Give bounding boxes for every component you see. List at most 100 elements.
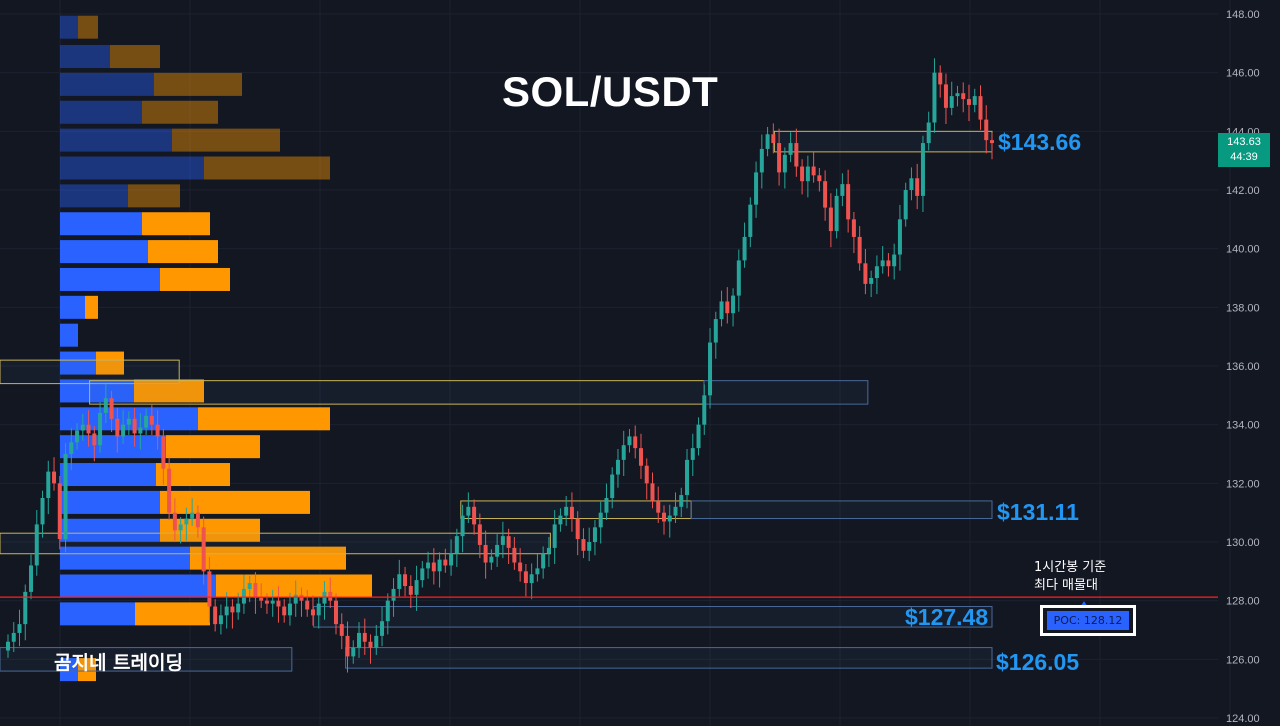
candle-body	[443, 559, 448, 566]
profile-bar-down	[166, 435, 260, 459]
price-zone	[0, 359, 180, 385]
candle-body	[771, 134, 776, 144]
candle-body	[754, 172, 759, 205]
candle-body	[535, 568, 540, 575]
candle-body	[391, 588, 396, 601]
candle-body	[345, 635, 350, 657]
candle-body	[426, 562, 431, 569]
candle-body	[259, 597, 264, 601]
price-zone	[89, 380, 705, 405]
candle-body	[972, 96, 977, 105]
candle-body	[984, 119, 989, 141]
candle-body	[351, 647, 356, 657]
candle-body	[184, 518, 189, 525]
candle-body	[80, 424, 85, 431]
candle-body	[765, 134, 770, 149]
candle-body	[546, 547, 551, 554]
candle-body	[713, 319, 718, 343]
candle-body	[679, 495, 684, 507]
profile-bar-up	[60, 156, 204, 180]
candle-body	[742, 236, 747, 261]
poc-label: POC: 128.12	[1047, 611, 1129, 630]
profile-bar-up	[60, 128, 172, 152]
level-label-127-48: $127.48	[905, 604, 989, 630]
profile-bar-up	[60, 463, 156, 487]
candle-body	[11, 632, 16, 642]
candle-body	[472, 506, 477, 525]
candle-body	[644, 465, 649, 484]
profile-bar-down	[216, 574, 372, 598]
candle-body	[834, 195, 839, 232]
candle-body	[811, 166, 816, 176]
candle-body	[759, 148, 764, 173]
candle-body	[920, 143, 925, 196]
candle-body	[529, 574, 534, 584]
candle-body	[633, 436, 638, 449]
candle-body	[817, 175, 822, 182]
y-tick-label: 136.00	[1226, 361, 1260, 373]
y-tick-label: 130.00	[1226, 537, 1260, 549]
candle-body	[512, 547, 517, 563]
candle-body	[840, 184, 845, 196]
profile-bar-up	[60, 212, 142, 236]
watermark: 곰지네 트레이딩	[54, 652, 183, 674]
candle-body	[483, 544, 488, 563]
candle-body	[518, 562, 523, 572]
candle-body	[293, 594, 298, 604]
candle-body	[667, 515, 672, 522]
profile-bar-down	[148, 240, 218, 264]
bar-countdown: 44:39	[1230, 151, 1258, 163]
candle-body	[190, 512, 195, 519]
candle-body	[449, 553, 454, 566]
candle-body	[454, 536, 459, 554]
profile-bar-up	[60, 15, 78, 39]
candle-body	[604, 498, 609, 513]
profile-bar-down	[160, 518, 260, 542]
candle-body	[926, 122, 931, 144]
candle-body	[777, 143, 782, 173]
candle-body	[282, 606, 287, 616]
candle-body	[103, 398, 108, 413]
y-tick-label: 126.00	[1226, 654, 1260, 666]
candle-body	[368, 641, 373, 648]
candle-body	[725, 301, 730, 314]
candle-body	[218, 615, 223, 625]
support-resistance-zones	[0, 130, 993, 672]
candle-body	[943, 84, 948, 108]
candle-body	[477, 524, 482, 545]
candle-body	[541, 553, 546, 569]
candle-body	[264, 600, 269, 604]
candle-body	[673, 506, 678, 516]
candle-body	[690, 448, 695, 460]
candle-body	[167, 468, 172, 513]
candle-body	[846, 184, 851, 220]
candle-body	[990, 140, 994, 144]
candle-body	[615, 459, 620, 475]
candle-body	[823, 181, 828, 208]
candle-body	[500, 536, 505, 545]
candle-body	[638, 448, 643, 466]
candle-body	[316, 603, 321, 616]
candle-body	[270, 600, 275, 604]
candle-body	[397, 574, 402, 589]
profile-bar-down	[160, 267, 230, 291]
candle-body	[34, 524, 39, 566]
profile-bar-up	[60, 240, 148, 264]
price-axis[interactable]: 124.00 126.00 128.00 130.00 132.00 134.00 136.…	[1226, 9, 1260, 725]
y-tick-label: 128.00	[1226, 596, 1260, 608]
candle-body	[334, 600, 338, 625]
candle-body	[374, 635, 379, 648]
candle-body	[149, 415, 154, 425]
candle-body	[380, 621, 385, 636]
candle-body	[98, 412, 103, 446]
candle-body	[489, 556, 494, 563]
candle-body	[86, 424, 91, 434]
candle-body	[581, 539, 586, 551]
candle-body	[241, 588, 246, 604]
candle-body	[75, 430, 80, 443]
candle-body	[385, 600, 390, 622]
candle-body	[121, 424, 126, 437]
candle-body	[201, 527, 206, 572]
profile-bar-up	[60, 546, 190, 570]
